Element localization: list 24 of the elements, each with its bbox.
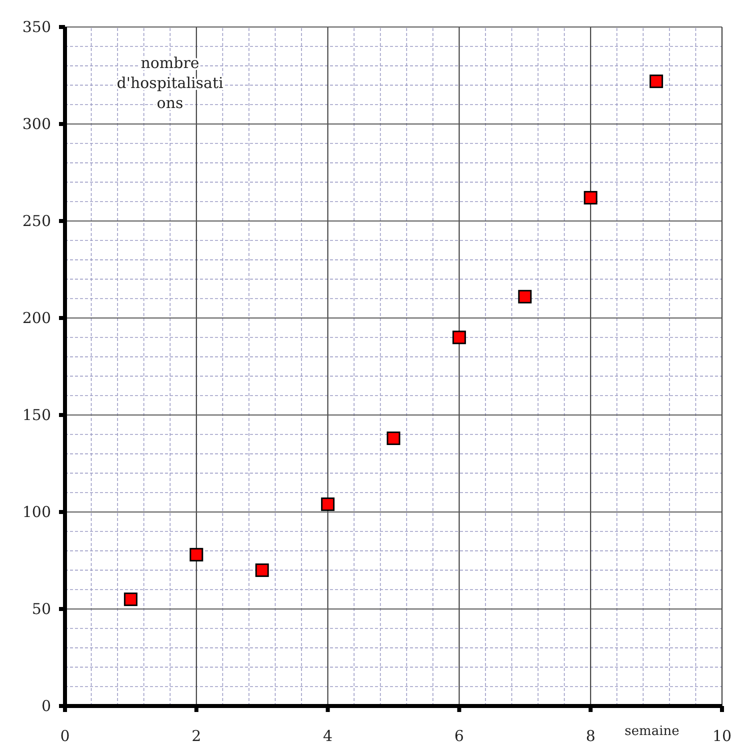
point xyxy=(518,290,532,304)
y-tick-label: 300 xyxy=(22,115,51,133)
point xyxy=(190,548,204,562)
y-tick-label: 50 xyxy=(32,600,51,618)
x-tick-label: 0 xyxy=(60,727,70,745)
point xyxy=(255,563,269,577)
x-tick-label: 4 xyxy=(323,727,333,745)
y-tick-label: 0 xyxy=(41,697,51,715)
x-tick-label: 2 xyxy=(192,727,202,745)
point xyxy=(584,190,598,204)
x-tick-label: 8 xyxy=(586,727,596,745)
point xyxy=(321,497,335,511)
y-tick-label: 200 xyxy=(22,309,51,327)
y-tick-label: 250 xyxy=(22,212,51,230)
y-tick-label: 350 xyxy=(22,18,51,36)
point xyxy=(386,432,400,446)
point xyxy=(124,592,138,606)
point xyxy=(650,74,664,88)
x-tick-label: 10 xyxy=(712,727,732,745)
y-tick-label: 100 xyxy=(22,503,51,521)
x-axis-title: semaine xyxy=(624,724,680,739)
y-tick-label: 150 xyxy=(22,406,51,424)
x-tick-label: 6 xyxy=(454,727,464,745)
point xyxy=(452,330,466,344)
